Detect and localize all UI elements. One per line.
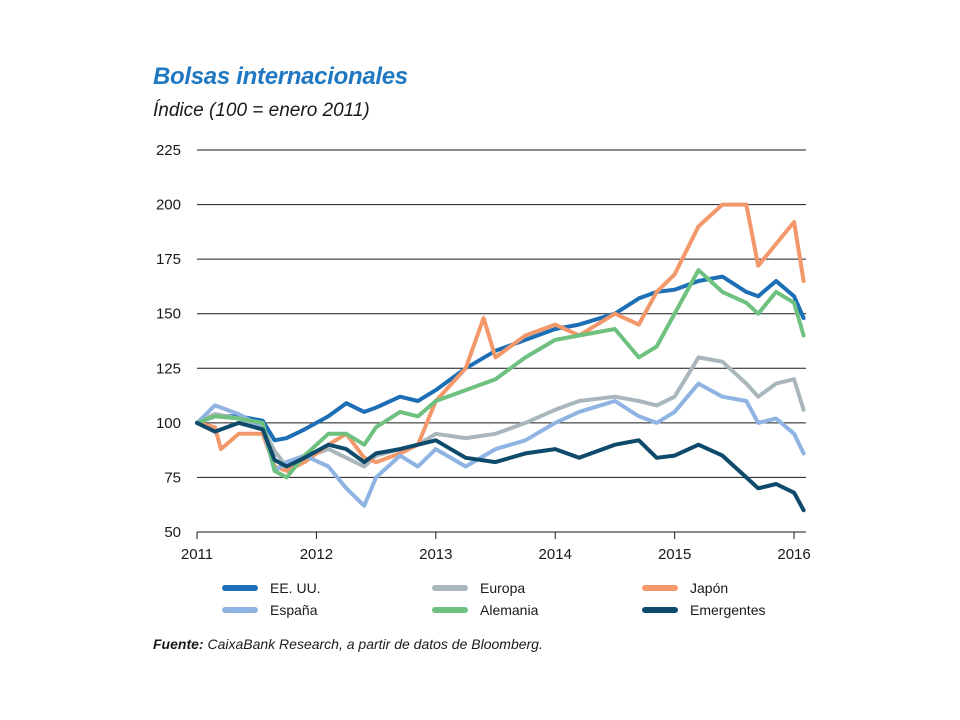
legend-swatch: [432, 585, 468, 591]
legend-label: Emergentes: [690, 602, 766, 618]
legend-item: Japón: [642, 578, 728, 598]
x-tick-label: 2013: [419, 546, 452, 563]
legend-item: Europa: [432, 578, 525, 598]
legend-item: España: [222, 600, 317, 620]
x-tick-label: 2016: [777, 546, 810, 563]
legend-swatch: [432, 607, 468, 613]
y-tick-label: 150: [156, 306, 181, 323]
legend: EE. UU. Europa Japón España Alemania Emergent…: [222, 578, 822, 622]
x-tick-label: 2011: [181, 546, 213, 563]
y-tick-label: 50: [164, 524, 181, 541]
legend-label: EE. UU.: [270, 580, 321, 596]
y-tick-label: 225: [156, 142, 181, 159]
source-text: CaixaBank Research, a partir de datos de…: [207, 636, 543, 652]
legend-item: EE. UU.: [222, 578, 321, 598]
x-tick-label: 2014: [539, 546, 572, 563]
source-label: Fuente:: [153, 636, 204, 652]
source-note: Fuente: CaixaBank Research, a partir de …: [153, 636, 543, 652]
series-line-ee-uu: [195, 274, 806, 443]
y-tick-label: 125: [156, 360, 181, 377]
y-tick-label: 75: [164, 469, 181, 486]
legend-item: Emergentes: [642, 600, 765, 620]
legend-label: Europa: [480, 580, 526, 596]
legend-swatch: [222, 607, 258, 613]
series-line-alemania: [195, 268, 806, 480]
y-tick-label: 100: [156, 415, 181, 432]
chart-subtitle: Índice (100 = enero 2011): [153, 100, 370, 121]
y-tick-label: 175: [156, 251, 181, 268]
legend-swatch: [222, 585, 258, 591]
legend-swatch: [642, 585, 678, 591]
y-tick-label: 200: [156, 197, 181, 214]
series-line-emergentes: [195, 420, 806, 513]
legend-label: España: [270, 602, 318, 618]
chart-title: Bolsas internacionales: [153, 63, 408, 90]
legend-item: Alemania: [432, 600, 538, 620]
legend-label: Japón: [690, 580, 729, 596]
series-line-españa: [195, 381, 806, 508]
x-tick-label: 2012: [300, 546, 333, 563]
x-tick-label: 2015: [658, 546, 691, 563]
legend-label: Alemania: [480, 602, 539, 618]
legend-swatch: [642, 607, 678, 613]
